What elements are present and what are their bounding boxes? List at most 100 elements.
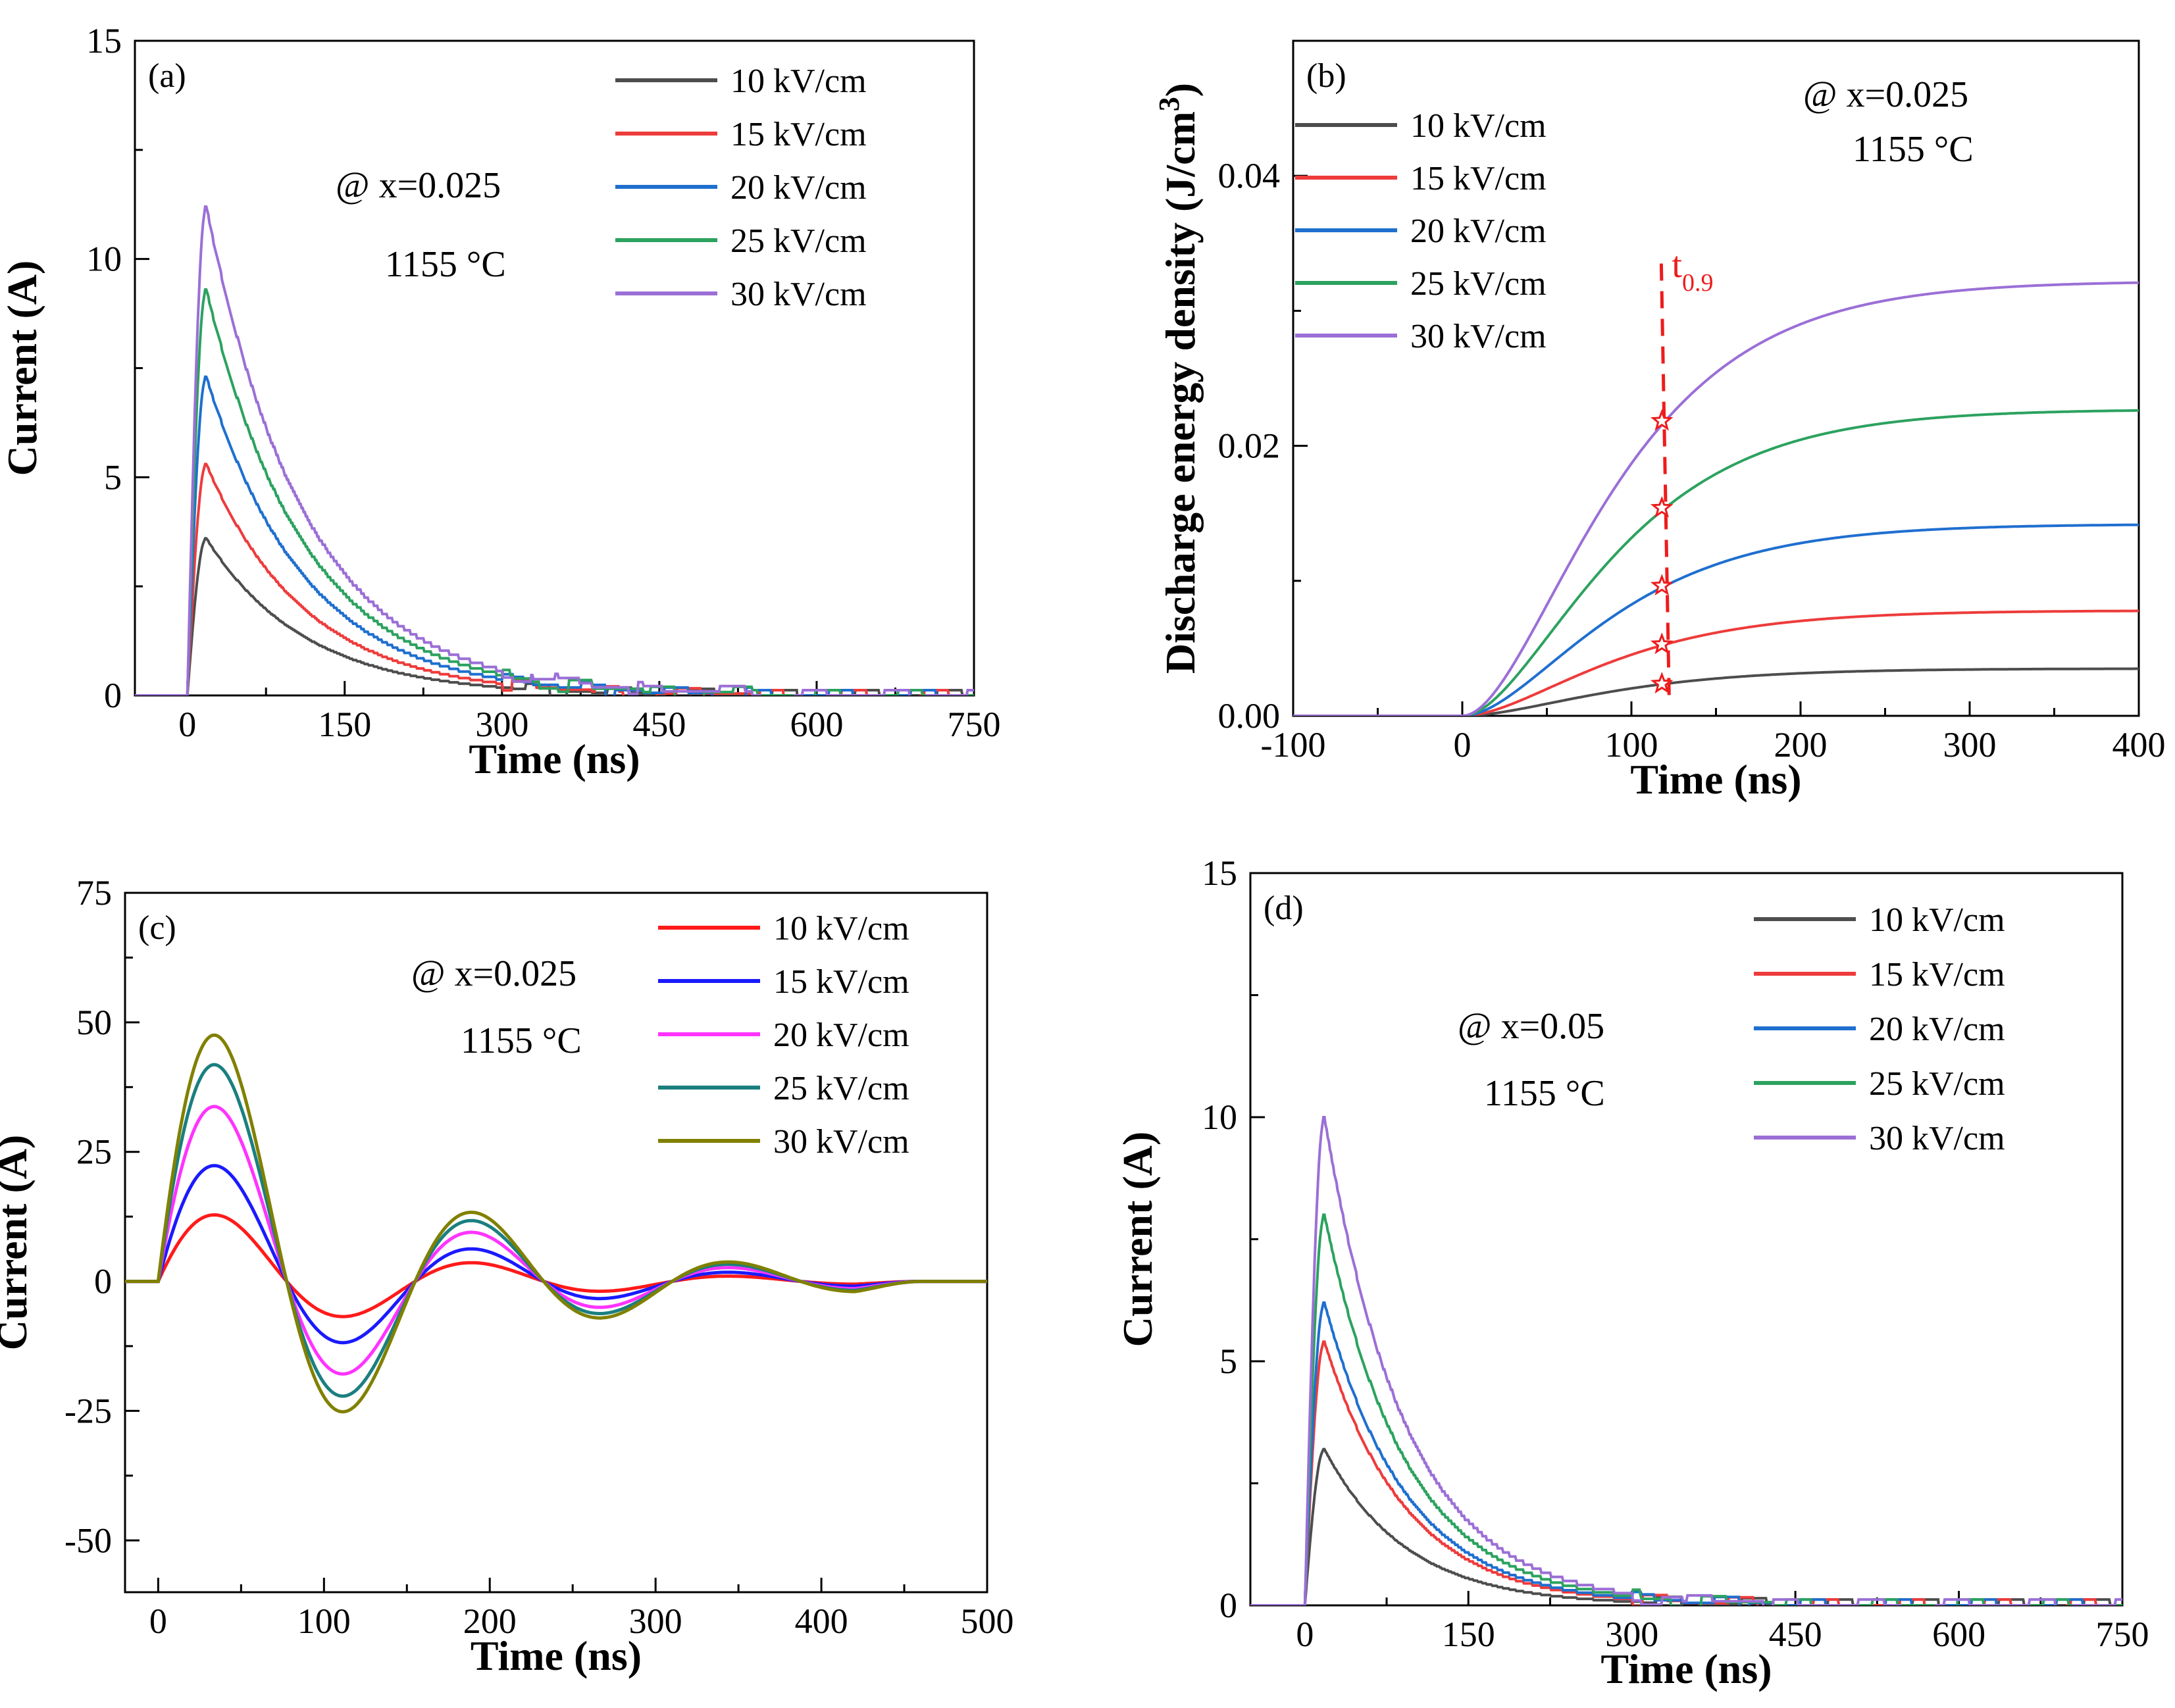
- marker-star: [1650, 574, 1674, 596]
- y-tick-label: 5: [104, 457, 122, 497]
- panel-c: 0 100 200 300 400 500 -50 -25 0 25 50 75 Time (ns) Cu…: [0, 873, 1014, 1679]
- y-axis-label-sup: 3: [1153, 97, 1185, 111]
- y-tick-label: 75: [76, 873, 112, 913]
- x-tick-label: 600: [790, 705, 843, 744]
- x-tick-label: 100: [297, 1601, 351, 1641]
- x-tick-label: 200: [463, 1601, 517, 1641]
- series-line: [125, 1063, 987, 1398]
- legend-label: 25 kV/cm: [1410, 265, 1547, 303]
- y-tick-label: 15: [1202, 853, 1237, 893]
- x-tick-label: 150: [1442, 1615, 1495, 1654]
- y-tick-label: 0: [1219, 1586, 1237, 1625]
- panel-b: -100 0 100 200 300 400 0.00 0.02 0.04 Time (ns) Di…: [1153, 39, 2166, 803]
- series-line: [1250, 1213, 2122, 1605]
- annotation: @ x=0.025: [1803, 74, 1968, 115]
- plot-frame: [124, 892, 988, 1594]
- y-tick-label: 0.04: [1218, 156, 1281, 195]
- series-line: [1293, 281, 2139, 716]
- y-tick-label: 0.02: [1218, 426, 1281, 466]
- annotation: @ x=0.05: [1458, 1006, 1604, 1047]
- panel-label: (c): [138, 909, 176, 947]
- legend-label: 30 kV/cm: [730, 276, 867, 313]
- x-tick-label: 300: [475, 705, 528, 744]
- legend-label: 20 kV/cm: [1869, 1011, 2005, 1048]
- legend-label: 20 kV/cm: [1410, 213, 1547, 250]
- legend-label: 30 kV/cm: [773, 1123, 909, 1161]
- series-group: [135, 205, 974, 695]
- series-group: [125, 1033, 987, 1414]
- annotation: 1155 °C: [385, 244, 506, 285]
- series-line: [1250, 1116, 2122, 1605]
- y-tick-label: 0: [94, 1262, 112, 1301]
- x-tick-label: 0: [1454, 725, 1471, 765]
- x-tick-label: 100: [1605, 725, 1658, 765]
- x-tick-label: 500: [961, 1601, 1014, 1641]
- x-tick-label: 150: [318, 705, 371, 744]
- y-axis-label: Discharge energy density (J/cm3): [1153, 83, 1204, 674]
- panel-label: (a): [148, 57, 186, 95]
- legend-label: 10 kV/cm: [1410, 107, 1547, 145]
- y-tick-label: 5: [1219, 1342, 1237, 1381]
- annotation: @ x=0.025: [336, 165, 501, 206]
- legend-label: 15 kV/cm: [1869, 956, 2005, 993]
- series-line: [1293, 523, 2139, 716]
- x-tick-label: 300: [1605, 1615, 1658, 1654]
- panel-label: (d): [1264, 890, 1304, 927]
- series-line: [125, 1213, 987, 1319]
- y-axis-label: Current (A): [0, 1135, 36, 1351]
- legend-label: 20 kV/cm: [773, 1017, 909, 1054]
- marker-star: [1650, 495, 1674, 518]
- y-tick-label: 10: [1202, 1097, 1237, 1137]
- x-axis-label: Time (ns): [471, 1632, 642, 1679]
- x-axis-label: Time (ns): [1630, 756, 1801, 803]
- legend-label: 15 kV/cm: [773, 963, 909, 1001]
- x-tick-label: 400: [2112, 725, 2166, 765]
- series-line: [135, 375, 974, 695]
- x-tick-label: 200: [1774, 725, 1828, 765]
- series-line: [1293, 667, 2139, 716]
- x-tick-label: 450: [632, 705, 686, 744]
- x-tick-label: 450: [1769, 1615, 1822, 1654]
- panel-a: 0 150 300 450 600 750 0 5 10 15 Time (ns) Current (…: [0, 21, 1001, 782]
- series-line: [135, 537, 974, 695]
- x-tick-label: 0: [149, 1601, 167, 1641]
- x-tick-label: 750: [948, 705, 1001, 744]
- legend-label: 30 kV/cm: [1869, 1120, 2005, 1157]
- legend-label: 30 kV/cm: [1410, 318, 1547, 355]
- x-tick-label: 400: [795, 1601, 848, 1641]
- series-line: [135, 205, 974, 695]
- series-line: [1293, 409, 2139, 716]
- marker-star: [1650, 632, 1674, 655]
- y-tick-label: 25: [76, 1132, 112, 1172]
- series-line: [135, 288, 974, 695]
- marker-star: [1650, 409, 1674, 431]
- legend-label: 10 kV/cm: [773, 910, 909, 947]
- marker-label-sub: 0.9: [1682, 269, 1714, 297]
- legend-label: 10 kV/cm: [1869, 901, 2005, 939]
- x-axis-label: Time (ns): [1600, 1645, 1772, 1692]
- legend-label: 25 kV/cm: [773, 1070, 909, 1107]
- marker-line: [1659, 263, 1671, 700]
- y-tick-label: 10: [86, 239, 122, 279]
- x-tick-label: 750: [2096, 1615, 2149, 1654]
- annotation: @ x=0.025: [411, 953, 576, 994]
- annotation: 1155 °C: [1484, 1073, 1605, 1114]
- series-line: [1250, 1301, 2122, 1605]
- series-line: [125, 1164, 987, 1345]
- y-tick-label: 15: [86, 21, 122, 61]
- y-tick-label: -50: [64, 1520, 112, 1560]
- y-tick-label: -25: [64, 1391, 112, 1430]
- legend-label: 15 kV/cm: [730, 116, 867, 153]
- x-tick-label: 0: [1296, 1615, 1314, 1654]
- panel-d: 0 150 300 450 600 750 0 5 10 15 Time (ns) Current (…: [1114, 853, 2149, 1692]
- x-tick-label: 300: [1943, 725, 1997, 765]
- marker-label: t0.9: [1672, 245, 1713, 297]
- x-tick-label: 600: [1932, 1615, 1985, 1654]
- series-group: [1293, 281, 2139, 716]
- legend-label: 20 kV/cm: [730, 169, 867, 207]
- series-line: [135, 463, 974, 695]
- series-line: [125, 1033, 987, 1414]
- x-tick-label: -100: [1261, 725, 1326, 765]
- annotation: 1155 °C: [461, 1020, 582, 1061]
- marker-star: [1650, 672, 1674, 693]
